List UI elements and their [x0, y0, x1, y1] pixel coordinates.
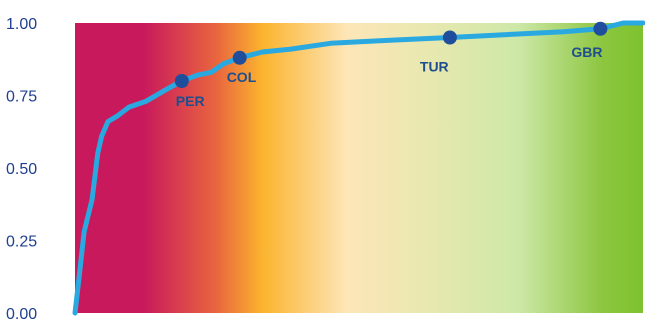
data-point-marker	[232, 50, 247, 65]
plot-background	[75, 23, 643, 313]
y-tick-label: 0.50	[6, 161, 37, 178]
y-tick-label: 1.00	[6, 16, 37, 33]
data-point-marker	[442, 30, 457, 45]
data-point-label: COL	[227, 69, 257, 85]
y-axis-ticks: 0.00 0.25 0.50 0.75 1.00	[6, 16, 37, 320]
data-point-label: TUR	[420, 59, 449, 75]
y-tick-label: 0.00	[6, 306, 37, 320]
y-tick-label: 0.75	[6, 89, 37, 106]
data-point-label: GBR	[571, 44, 602, 60]
data-point-label: PER	[176, 93, 205, 109]
y-tick-label: 0.25	[6, 234, 37, 251]
series-line	[72, 20, 645, 316]
series-layer	[72, 20, 645, 316]
data-point-marker	[174, 74, 189, 88]
data-point-marker	[593, 21, 608, 36]
labeled-points-layer: PER COL TUR GBR	[174, 21, 608, 109]
